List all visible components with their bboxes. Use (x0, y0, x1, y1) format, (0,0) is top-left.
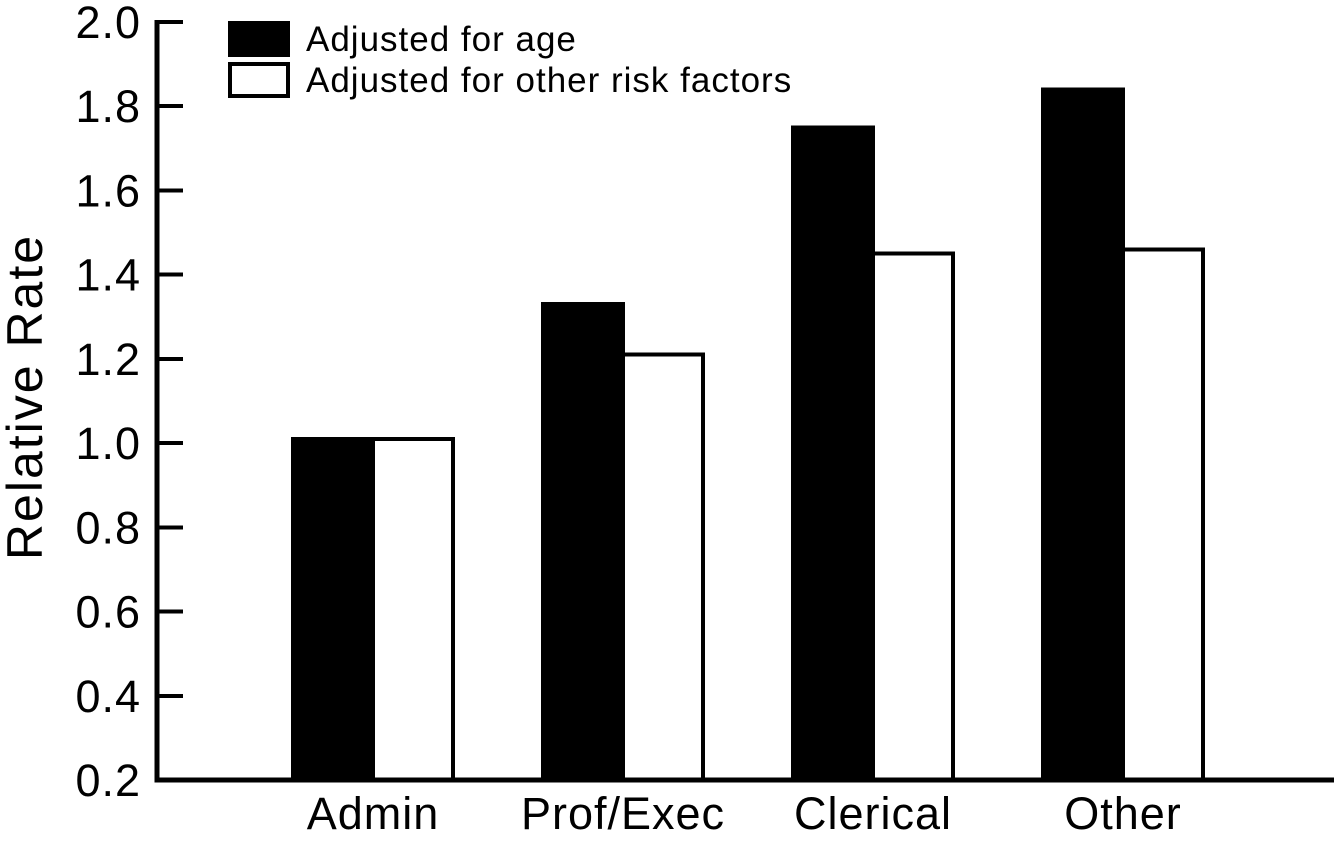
bar-admin-adjusted-for-age (291, 436, 375, 782)
legend-label-adjusted-for-other-risk-factors: Adjusted for other risk factors (306, 61, 792, 100)
category-label-other: Other (1064, 788, 1182, 839)
bar-other-adjusted-for-age (1041, 87, 1125, 782)
bar-prof-exec-adjusted-for-age (541, 302, 625, 782)
bar-prof-exec-adjusted-for-other-risk-factors (621, 352, 705, 782)
y-tick-label-1-6: 1.6 (75, 165, 141, 216)
legend-swatch-adjusted-for-other-risk-factors (228, 62, 290, 98)
category-label-prof-exec: Prof/Exec (521, 788, 725, 839)
bar-other-adjusted-for-other-risk-factors (1121, 247, 1205, 782)
y-tick-label-0-2: 0.2 (75, 755, 141, 806)
bar-admin-adjusted-for-other-risk-factors (371, 436, 455, 782)
y-axis-title: Relative Rate (0, 234, 53, 560)
legend-label-adjusted-for-age: Adjusted for age (306, 20, 577, 59)
y-tick-label-0-4: 0.4 (75, 671, 141, 722)
y-tick-label-1-2: 1.2 (75, 334, 141, 385)
y-tick-label-0-8: 0.8 (75, 502, 141, 553)
y-tick-label-1-0: 1.0 (75, 418, 141, 469)
category-label-admin: Admin (307, 788, 440, 839)
bar-clerical-adjusted-for-age (791, 125, 875, 783)
y-tick-label-1-4: 1.4 (75, 250, 141, 301)
legend-swatch-adjusted-for-age (228, 21, 290, 57)
y-tick-label-2-0: 2.0 (75, 0, 141, 48)
y-tick-label-0-6: 0.6 (75, 587, 141, 638)
bar-clerical-adjusted-for-other-risk-factors (871, 251, 955, 783)
y-tick-label-1-8: 1.8 (75, 81, 141, 132)
category-label-clerical: Clerical (794, 788, 952, 839)
